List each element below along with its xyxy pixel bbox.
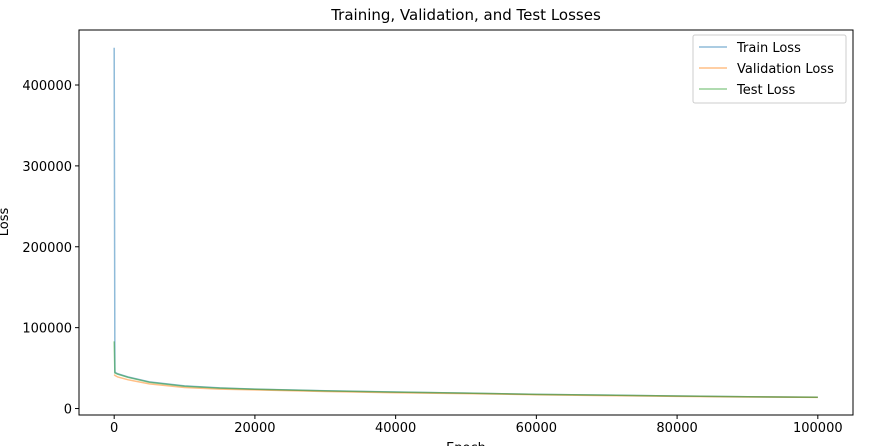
x-tick-label: 100000 (793, 421, 843, 436)
y-tick-label: 200000 (22, 241, 72, 256)
y-tick-label: 0 (64, 403, 72, 418)
legend-label: Train Loss (736, 41, 801, 56)
y-tick-label: 300000 (22, 160, 72, 175)
chart-title: Training, Validation, and Test Losses (330, 6, 601, 24)
legend-label: Test Loss (736, 83, 795, 98)
legend: Train Loss Validation Loss Test Loss (692, 34, 847, 104)
x-tick-label: 40000 (375, 421, 416, 436)
y-axis-label: Loss (0, 208, 12, 237)
x-tick-label: 60000 (516, 421, 557, 436)
y-tick-label: 400000 (22, 79, 72, 94)
line-series (113, 341, 818, 398)
y-tick-label: 100000 (22, 322, 72, 337)
x-tick-label: 0 (110, 421, 118, 436)
plot-frame (78, 29, 854, 416)
x-axis-label: Epoch (446, 441, 486, 446)
x-tick-label: 20000 (234, 421, 275, 436)
legend-label: Validation Loss (737, 62, 834, 77)
x-tick-label: 80000 (656, 421, 697, 436)
legend-box (692, 34, 847, 104)
